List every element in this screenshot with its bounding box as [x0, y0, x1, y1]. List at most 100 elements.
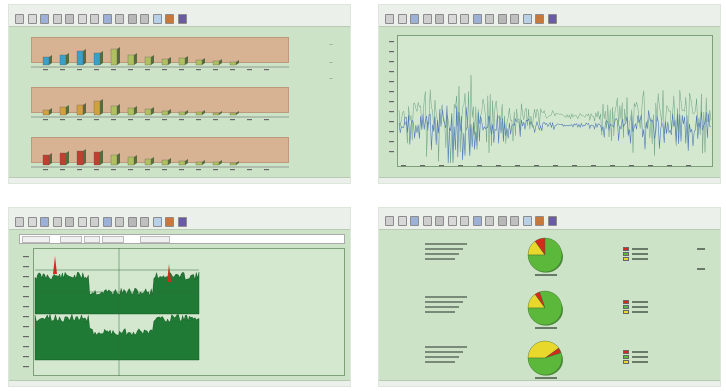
table-icon[interactable]	[127, 14, 137, 24]
zoom-icon[interactable]	[102, 14, 112, 24]
help-icon[interactable]	[522, 14, 532, 24]
description-text	[425, 301, 463, 303]
help-icon[interactable]	[152, 14, 162, 24]
print-icon[interactable]	[422, 216, 432, 226]
tab-3[interactable]	[84, 236, 100, 243]
table-icon[interactable]	[497, 216, 507, 226]
copy-icon[interactable]	[447, 14, 457, 24]
x-tick-label	[179, 169, 184, 171]
copy-icon[interactable]	[77, 14, 87, 24]
export-icon[interactable]	[547, 14, 557, 24]
print-icon[interactable]	[52, 14, 62, 24]
new-icon[interactable]	[385, 216, 394, 226]
x-tick-label	[264, 69, 269, 71]
y-tick-label	[389, 91, 394, 93]
open-icon[interactable]	[27, 14, 37, 24]
zoom-icon[interactable]	[102, 217, 112, 227]
chart-band-1	[31, 37, 289, 63]
save-icon[interactable]	[40, 14, 49, 24]
zoom-icon[interactable]	[472, 216, 482, 226]
cut-icon[interactable]	[435, 216, 444, 226]
open-icon[interactable]	[27, 217, 37, 227]
open-icon[interactable]	[397, 14, 407, 24]
x-tick-label	[264, 169, 269, 171]
y-tick-label	[389, 131, 394, 133]
save-icon[interactable]	[410, 216, 419, 226]
settings-icon[interactable]	[140, 14, 149, 24]
area-chart-plot	[23, 248, 200, 376]
x-tick-label	[60, 119, 65, 121]
export-icon[interactable]	[177, 14, 187, 24]
color-icon[interactable]	[535, 14, 544, 24]
bar-side	[151, 107, 154, 115]
tab-5[interactable]	[140, 236, 170, 243]
cut-icon[interactable]	[65, 217, 74, 227]
line-chart-window	[378, 4, 721, 184]
tab-4[interactable]	[102, 236, 124, 243]
paste-icon[interactable]	[460, 14, 469, 24]
save-icon[interactable]	[410, 14, 419, 24]
new-icon[interactable]	[385, 14, 394, 24]
bar-side	[134, 53, 137, 65]
help-icon[interactable]	[152, 217, 162, 227]
bar-side	[100, 150, 103, 165]
tab-2[interactable]	[60, 236, 82, 243]
bar	[76, 104, 84, 116]
bar	[59, 54, 67, 66]
paste-icon[interactable]	[90, 217, 99, 227]
chart-icon[interactable]	[115, 217, 124, 227]
toolbar	[9, 11, 350, 27]
paste-icon[interactable]	[90, 14, 99, 24]
zoom-icon[interactable]	[472, 14, 482, 24]
x-tick-label	[43, 169, 48, 171]
legend-item: —	[329, 60, 333, 65]
chart-icon[interactable]	[485, 216, 494, 226]
table-icon[interactable]	[497, 14, 507, 24]
export-icon[interactable]	[547, 216, 557, 226]
bar-side	[219, 59, 222, 65]
settings-icon[interactable]	[510, 14, 519, 24]
bar-side	[202, 160, 205, 165]
x-tick-label	[77, 119, 82, 121]
chart-icon[interactable]	[485, 14, 494, 24]
print-icon[interactable]	[422, 14, 432, 24]
x-tick-label	[179, 119, 184, 121]
bar-side	[219, 111, 222, 115]
bar-side	[151, 55, 154, 65]
x-tick-label	[247, 119, 252, 121]
bar-side	[202, 58, 205, 65]
pie-slice-green	[527, 352, 563, 376]
bar	[178, 111, 186, 116]
new-icon[interactable]	[15, 14, 24, 24]
y-tick-label	[389, 101, 394, 103]
color-icon[interactable]	[165, 14, 174, 24]
copy-icon[interactable]	[447, 216, 457, 226]
bar-chart-window: — — —	[8, 4, 351, 184]
cut-icon[interactable]	[65, 14, 74, 24]
open-icon[interactable]	[397, 216, 407, 226]
window-title	[9, 208, 350, 214]
legend-swatch	[623, 247, 629, 251]
settings-icon[interactable]	[140, 217, 149, 227]
x-tick-label	[145, 69, 150, 71]
new-icon[interactable]	[15, 217, 24, 227]
table-icon[interactable]	[127, 217, 137, 227]
x-tick-label	[230, 169, 235, 171]
print-icon[interactable]	[52, 217, 62, 227]
bar	[161, 58, 169, 66]
copy-icon[interactable]	[77, 217, 87, 227]
y-tick-label	[389, 51, 394, 53]
cut-icon[interactable]	[435, 14, 444, 24]
tab-1[interactable]	[22, 236, 50, 243]
color-icon[interactable]	[535, 216, 544, 226]
save-icon[interactable]	[40, 217, 49, 227]
help-icon[interactable]	[522, 216, 532, 226]
paste-icon[interactable]	[460, 216, 469, 226]
settings-icon[interactable]	[510, 216, 519, 226]
x-tick-label	[553, 165, 558, 167]
chart-icon[interactable]	[115, 14, 124, 24]
x-tick-label	[401, 165, 406, 167]
export-icon[interactable]	[177, 217, 187, 227]
color-icon[interactable]	[165, 217, 174, 227]
